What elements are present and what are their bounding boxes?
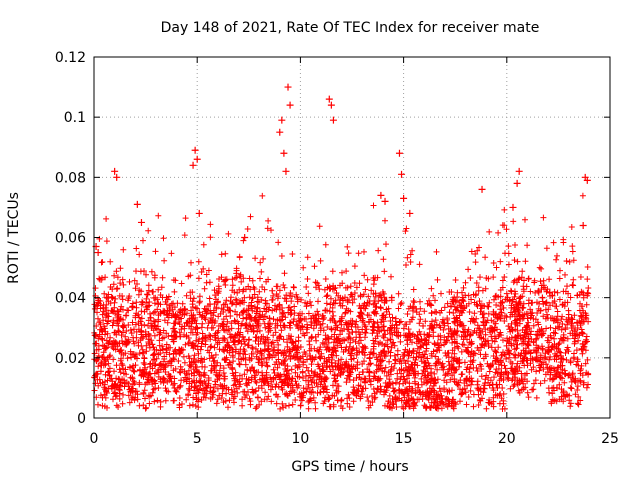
y-tick-label: 0.02: [55, 351, 86, 367]
roti-point-cloud: [91, 192, 592, 412]
roti-point: [241, 234, 249, 241]
roti-point: [286, 101, 294, 109]
y-tick-label: 0.12: [55, 50, 86, 66]
roti-point: [193, 155, 201, 163]
roti-point: [381, 197, 389, 205]
roti-point: [515, 167, 523, 175]
roti-point: [282, 167, 290, 175]
roti-point: [327, 101, 335, 109]
roti-point: [137, 218, 145, 226]
y-tick-label: 0.04: [55, 291, 86, 307]
roti-point: [111, 167, 119, 175]
chart-title: Day 148 of 2021, Rate Of TEC Index for r…: [161, 20, 540, 36]
x-tick-label: 15: [395, 431, 413, 447]
roti-point: [509, 203, 517, 211]
roti-point: [113, 173, 121, 181]
roti-point: [329, 116, 337, 124]
roti-point: [276, 128, 284, 136]
roti-point: [278, 116, 286, 124]
x-tick-label: 0: [90, 431, 99, 447]
data-points: [91, 83, 592, 412]
x-tick-label: 20: [498, 431, 516, 447]
roti-point: [478, 185, 486, 193]
y-tick-label: 0.1: [64, 110, 86, 126]
roti-point: [325, 95, 333, 103]
roti-point: [284, 83, 292, 91]
y-axis-ticks: 0 0.02 0.04 0.06 0.08 0.1 0.12: [55, 50, 610, 427]
y-axis-label: ROTI / TECUs: [6, 192, 22, 284]
x-tick-label: 25: [601, 431, 619, 447]
y-tick-label: 0.06: [55, 231, 86, 247]
roti-point: [400, 194, 408, 202]
roti-point: [191, 146, 199, 154]
roti-point: [395, 149, 403, 157]
roti-point: [189, 161, 197, 169]
y-tick-label: 0.08: [55, 170, 86, 186]
roti-point: [94, 249, 102, 257]
x-tick-label: 5: [193, 431, 202, 447]
roti-point: [583, 176, 591, 184]
roti-point: [280, 149, 288, 157]
roti-point: [579, 221, 587, 229]
roti-point: [377, 191, 385, 199]
roti-point: [398, 170, 406, 178]
roti-point: [133, 200, 141, 208]
y-tick-label: 0: [77, 411, 86, 427]
x-axis-label: GPS time / hours: [291, 459, 408, 475]
roti-point: [513, 179, 521, 187]
roti-point: [195, 209, 203, 217]
x-axis-ticks: 0 5 10 15 20 25: [90, 57, 619, 447]
x-tick-label: 10: [291, 431, 309, 447]
roti-point: [406, 209, 414, 217]
